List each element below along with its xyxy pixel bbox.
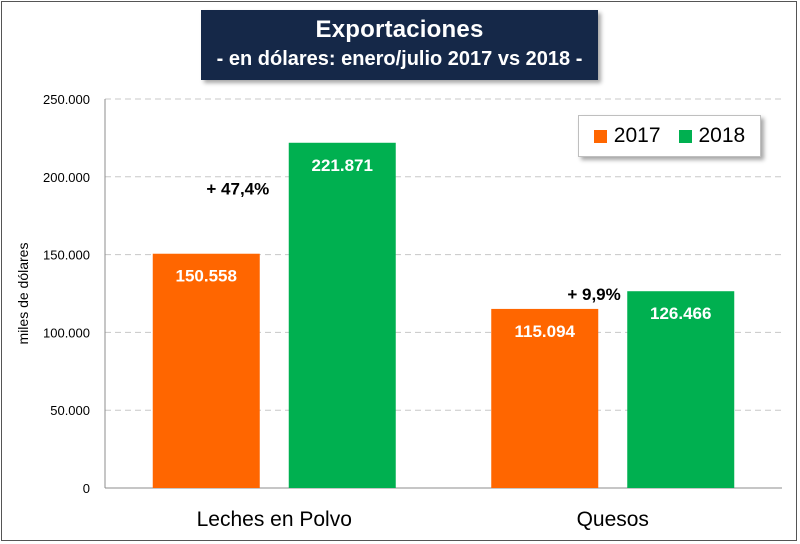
chart-title-box: Exportaciones - en dólares: enero/julio … [201, 10, 598, 80]
chart-subtitle: - en dólares: enero/julio 2017 vs 2018 - [216, 48, 583, 70]
y-tick-label: 200.000 [43, 170, 90, 185]
growth-annotation: + 9,9% [567, 285, 620, 304]
data-label: 221.871 [312, 156, 373, 175]
bar-2018-1 [288, 142, 396, 488]
bar-2018-2 [627, 291, 735, 488]
y-tick-label: 150.000 [43, 248, 90, 263]
legend-swatch-2017 [593, 129, 607, 143]
x-tick-label: Leches en Polvo [197, 508, 352, 531]
legend-label-2018: 2018 [698, 124, 746, 147]
bar-2017-1 [152, 253, 260, 488]
data-label: 150.558 [176, 267, 237, 286]
y-tick-label: 0 [83, 481, 90, 496]
y-axis-title: miles de dólares [15, 243, 31, 345]
growth-annotation: + 47,4% [206, 179, 269, 198]
data-label: 115.094 [514, 322, 575, 341]
x-tick-label: Quesos [577, 508, 649, 531]
y-tick-label: 250.000 [43, 92, 90, 107]
y-tick-label: 100.000 [43, 325, 90, 340]
legend: 2017 2018 [578, 115, 761, 157]
legend-swatch-2018 [678, 129, 692, 143]
legend-item-2018: 2018 [678, 124, 746, 148]
data-label: 126.466 [650, 304, 711, 323]
chart-title: Exportaciones [315, 16, 484, 43]
y-tick-label: 50.000 [50, 403, 90, 418]
bar-2017-2 [491, 308, 599, 488]
legend-item-2017: 2017 [593, 124, 661, 148]
legend-label-2017: 2017 [613, 124, 661, 147]
